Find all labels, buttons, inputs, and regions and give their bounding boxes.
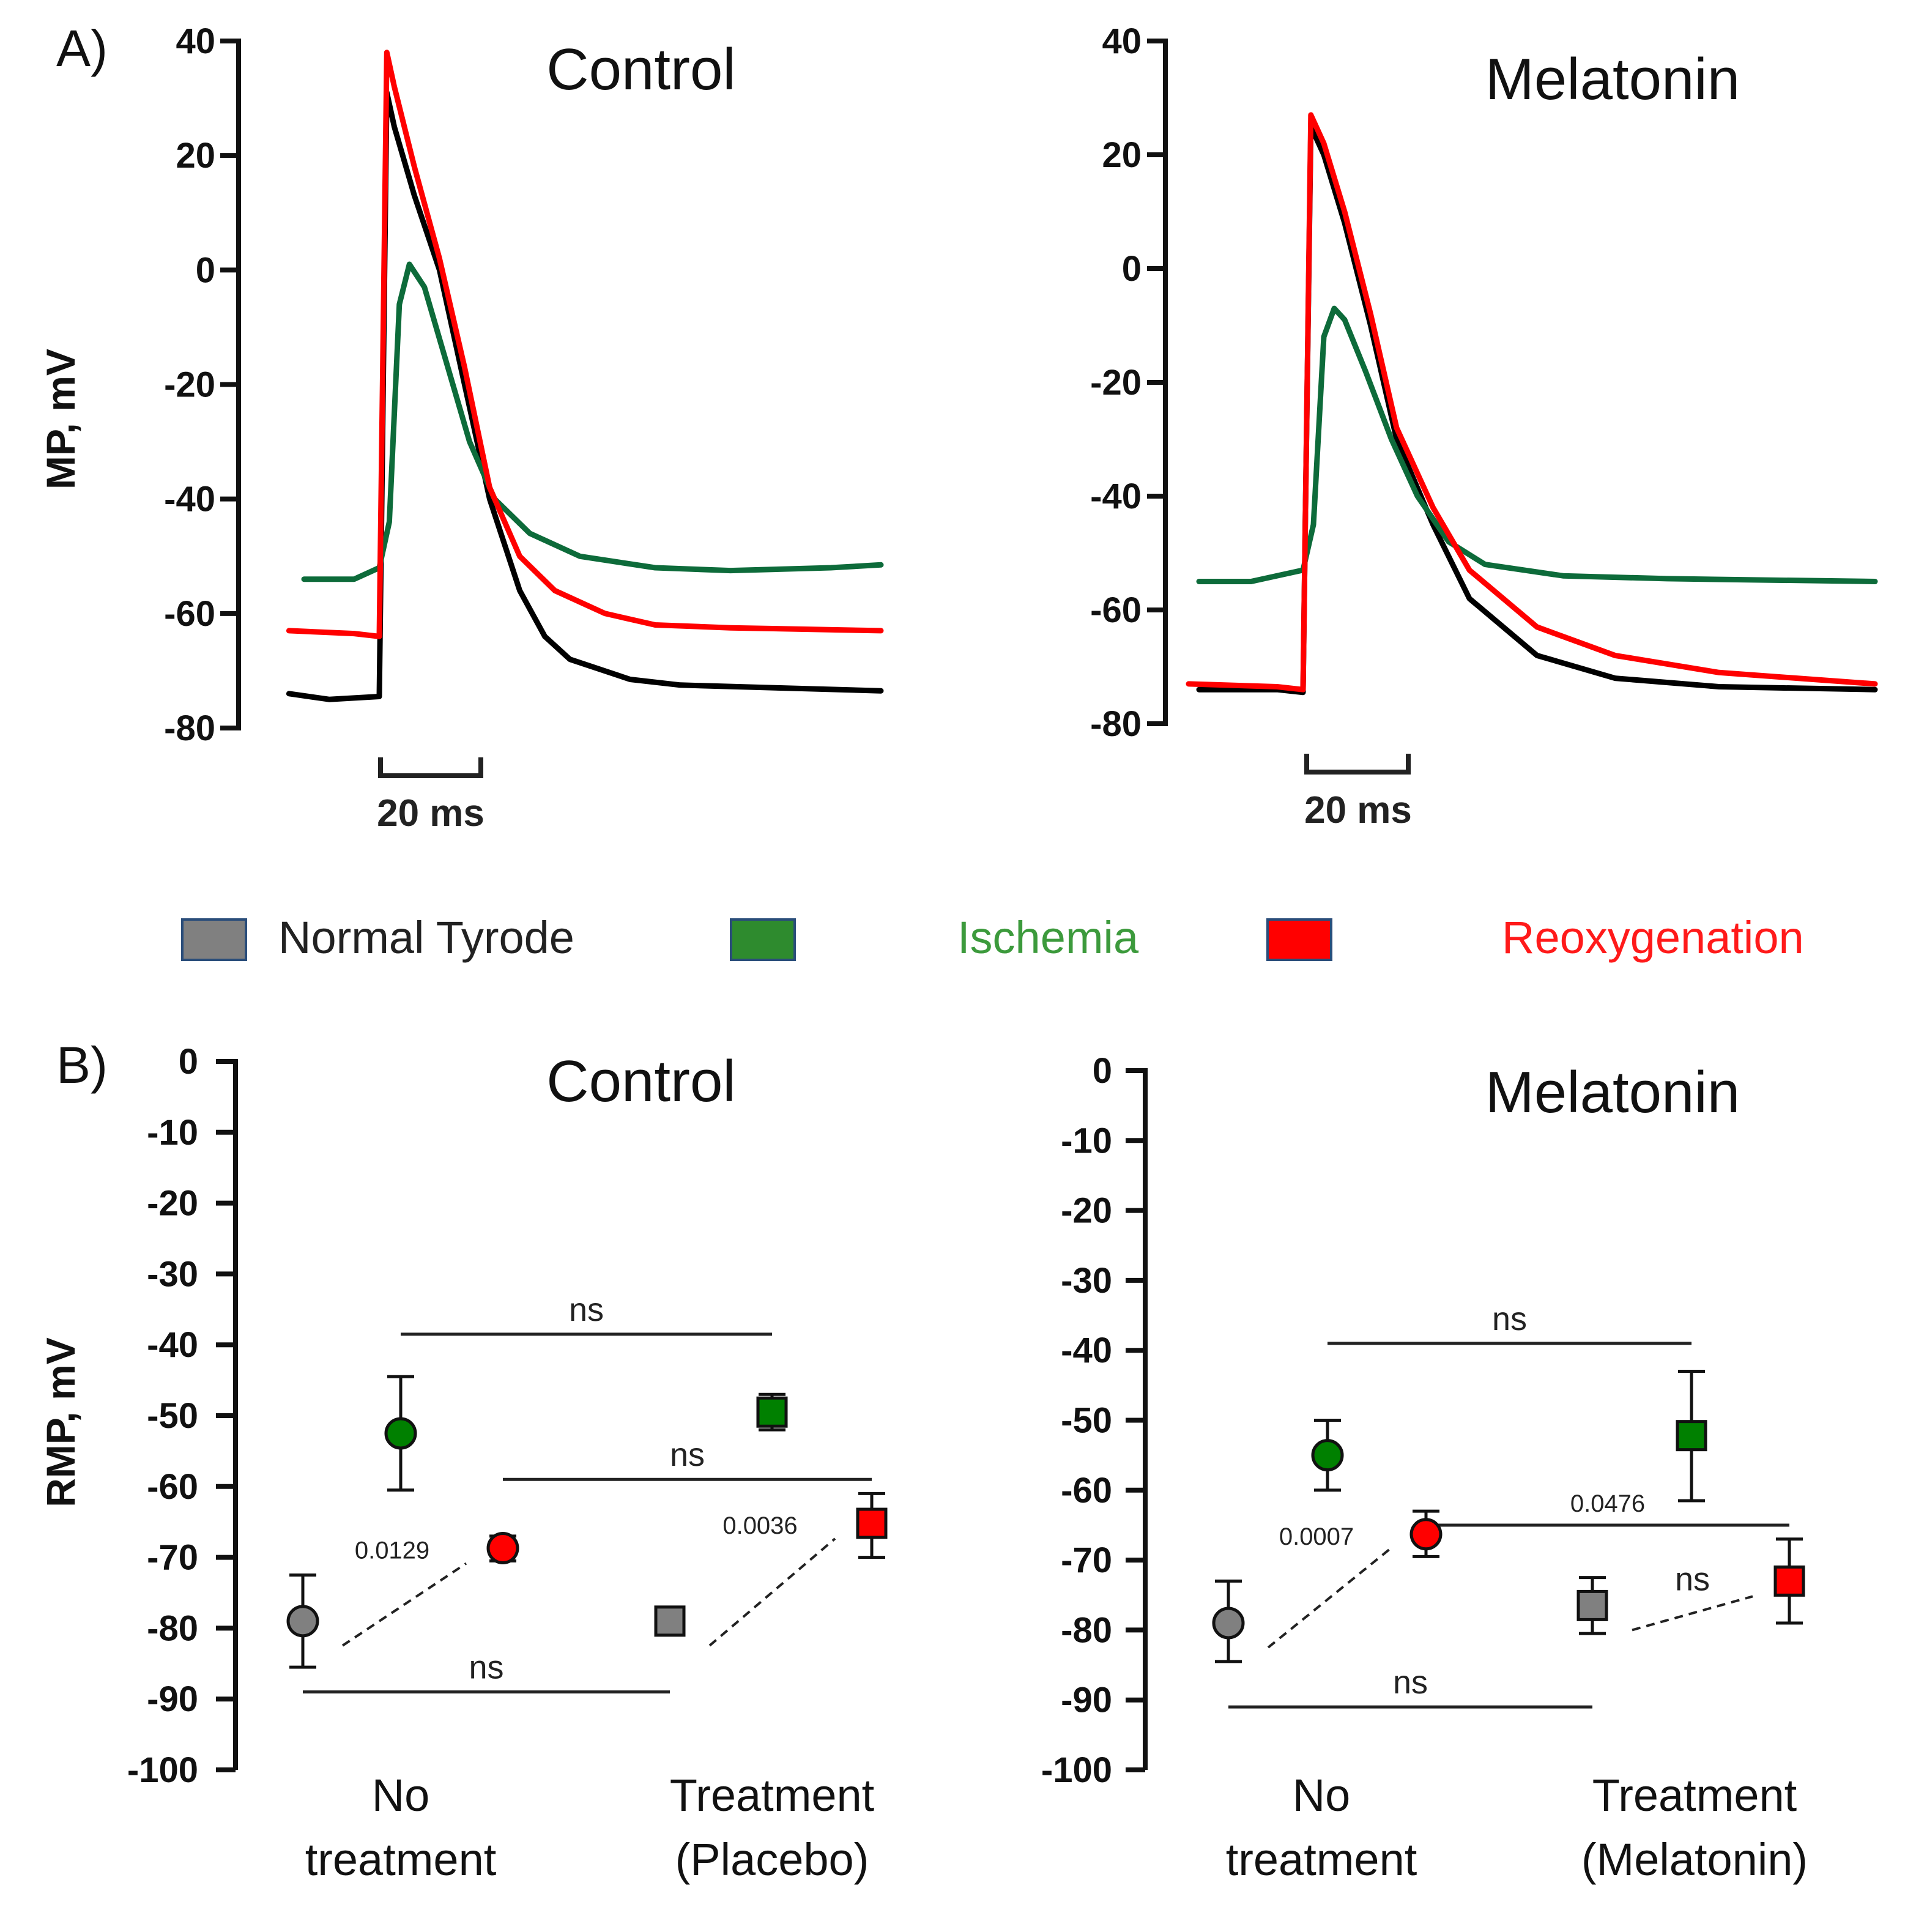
legend-label-normal-tyrode: Normal Tyrode [278,912,574,963]
y-tick-label: -60 [147,1467,198,1507]
marker-normal-tyrode [286,1605,319,1638]
comparison-label: 0.0007 [1279,1523,1354,1550]
comparison-dashed-line [1632,1595,1753,1632]
y-tick-label: -60 [1061,1471,1112,1510]
marker-ischemia [1311,1439,1344,1472]
x-group-label: (Placebo) [675,1834,869,1885]
y-tick-label: -100 [127,1750,198,1790]
y-axis-label: MP, mV [38,349,83,489]
y-tick-label: 0 [1093,1051,1112,1091]
y-tick-label: -10 [1061,1121,1112,1161]
x-group-label: Treatment [1592,1770,1797,1821]
trace-ischemia [1196,305,1878,584]
y-tick-label: -80 [1061,1610,1112,1650]
y-tick-label: -30 [1061,1261,1112,1301]
x-group-label: Treatment [670,1770,875,1821]
chart-melatonin-rmp: Melatonin 0 -10 -20 -30 -40 -50 -60 -70 -80 -90 -1… [1041,1051,1808,1885]
comparison-dashed-line [1267,1548,1391,1649]
y-tick-label: -90 [1061,1681,1112,1720]
chart-title: Control [546,1049,735,1114]
y-tick-label: -40 [164,480,215,519]
comparison-label: ns [1393,1664,1428,1701]
y-tick-label: -60 [1090,590,1142,630]
y-tick-label: -40 [1061,1331,1112,1370]
y-tick-label: 20 [176,136,215,176]
marker-reoxygenation [1409,1518,1443,1551]
comparison-label: 0.0476 [1570,1490,1645,1517]
y-tick-label: -20 [164,365,215,405]
comparison-label: 0.0129 [355,1537,429,1564]
marker-ischemia [384,1417,417,1450]
y-tick-label: -50 [147,1396,198,1436]
x-group-label: No [1293,1770,1351,1821]
chart-control-traces: Control MP, mV 40 20 0 -20 -40 -60 -80 20 ms [38,21,884,834]
y-tick-label: -80 [164,708,215,748]
marker-ischemia [1676,1420,1707,1452]
marker-normal-tyrode [1212,1607,1245,1640]
scale-bar [1304,754,1411,775]
legend: Normal Tyrode Ischemia Reoxygenation [181,912,1804,963]
y-tick-label: -40 [147,1325,198,1365]
y-tick-label: -70 [147,1538,198,1578]
x-group-label: treatment [305,1834,497,1885]
y-tick-label: 40 [1102,21,1142,61]
y-tick-label: -50 [1061,1401,1112,1441]
y-tick-label: -90 [147,1679,198,1719]
marker-reoxygenation [486,1532,519,1565]
y-tick-label: -20 [147,1184,198,1224]
legend-swatch-normal-tyrode [181,918,247,961]
legend-swatch-ischemia [730,918,796,961]
marker-reoxygenation [1773,1565,1805,1597]
marker-normal-tyrode [1576,1589,1608,1621]
panel-label-b: B) [56,1036,108,1094]
y-tick-label: -10 [147,1113,198,1153]
trace-reoxygenation [286,50,884,639]
marker-reoxygenation [856,1507,888,1539]
chart-control-rmp: Control RMP, mV 0 -10 -20 -30 -40 -50 -60 -70 -8… [38,1042,888,1885]
legend-swatch-reoxygenation [1266,918,1332,961]
comparison-dashed-line [708,1537,836,1647]
comparison-label: ns [469,1649,503,1686]
comparison-label: 0.0036 [722,1512,797,1539]
y-tick-label: 20 [1102,135,1142,175]
y-tick-label: 0 [196,250,215,290]
y-tick-label: 0 [179,1042,198,1082]
y-axis-label: RMP, mV [38,1337,83,1507]
comparison-label: ns [1675,1561,1710,1597]
scale-bar-label: 20 ms [1304,789,1412,831]
marker-normal-tyrode [654,1605,686,1637]
trace-normal-tyrode [1196,124,1878,696]
chart-melatonin-traces: Melatonin 40 20 0 -20 -40 -60 -80 20 ms [1090,21,1878,831]
y-tick-label: -70 [1061,1540,1112,1580]
chart-title: Melatonin [1485,1060,1740,1125]
scale-bar [378,757,483,778]
comparison-label: ns [1492,1301,1527,1337]
y-tick-label: -60 [164,594,215,634]
chart-title: Melatonin [1485,46,1740,112]
trace-ischemia [301,261,884,582]
y-tick-label: -20 [1061,1191,1112,1231]
trace-reoxygenation [1186,112,1878,693]
y-tick-label: -80 [1090,704,1142,744]
panel-label-a: A) [56,20,108,77]
scale-bar-label: 20 ms [377,792,485,834]
x-group-label: (Melatonin) [1581,1834,1808,1885]
y-tick-label: 0 [1122,249,1142,289]
marker-ischemia [756,1396,788,1428]
y-tick-label: 40 [176,21,215,61]
comparison-label: ns [569,1291,604,1328]
y-tick-label: -100 [1041,1750,1112,1790]
comparison-label: ns [670,1436,705,1473]
legend-label-reoxygenation: Reoxygenation [1502,912,1804,963]
x-group-label: treatment [1226,1834,1417,1885]
y-tick-label: -40 [1090,477,1142,516]
y-tick-label: -80 [147,1608,198,1648]
comparison-dashed-line [341,1562,467,1647]
chart-title: Control [546,37,735,102]
y-tick-label: -20 [1090,363,1142,403]
x-group-label: No [372,1770,430,1821]
y-tick-label: -30 [147,1254,198,1294]
legend-label-ischemia: Ischemia [957,912,1139,963]
